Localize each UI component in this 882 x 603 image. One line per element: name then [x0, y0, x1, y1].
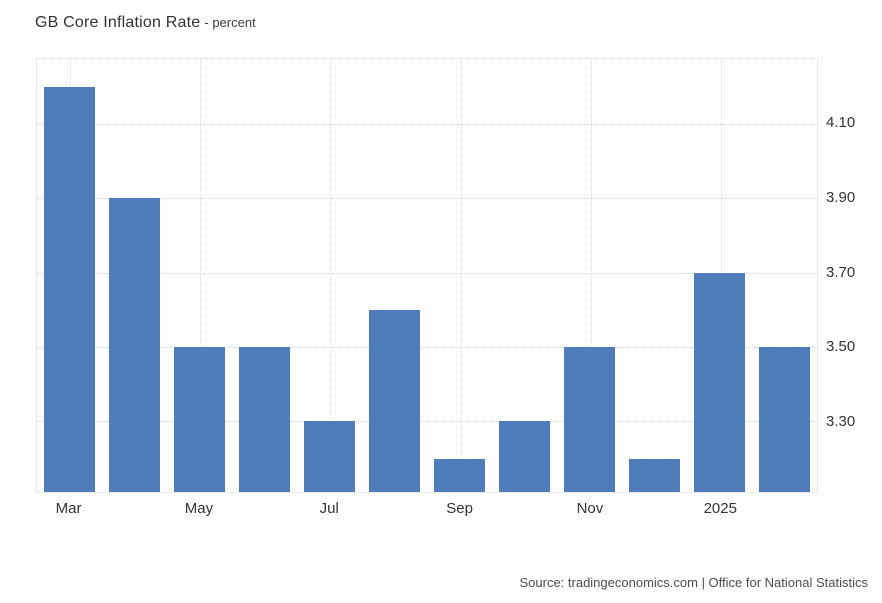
bar-oct-2024[interactable] [499, 421, 550, 492]
bar-slot [752, 59, 817, 492]
y-axis-tick-label: 3.30 [826, 413, 856, 431]
source-text: Source: tradingeconomics.com | Office fo… [519, 575, 868, 590]
y-axis-tick-label: 3.90 [826, 189, 856, 207]
bar-slot [557, 59, 622, 492]
bar-nov-2024[interactable] [564, 347, 615, 492]
bar-slot [362, 59, 427, 492]
bar-slot [427, 59, 492, 492]
gridline-y-4.10 [37, 124, 817, 126]
y-axis-tick-label: 4.10 [826, 114, 856, 132]
bar-slot [297, 59, 362, 492]
bar-may-2024[interactable] [174, 347, 225, 492]
chart-title: GB Core Inflation Rate [35, 14, 201, 31]
bar-slot [687, 59, 752, 492]
bar-dec-2024[interactable] [629, 458, 680, 492]
gridline-x-Nov [590, 59, 592, 492]
gridline-x-Jul [330, 59, 332, 492]
bar-aug-2024[interactable] [369, 309, 420, 492]
bar-feb-2025[interactable] [759, 347, 810, 492]
x-axis-tick-label: Mar [55, 500, 82, 517]
chart-subtitle: - percent [204, 15, 256, 30]
y-axis-tick-label: 3.70 [826, 263, 856, 281]
x-axis-tick-label: Jul [319, 500, 339, 517]
x-axis-tick-label: May [184, 500, 214, 517]
gridline-y-3.90 [37, 198, 817, 200]
x-axis-tick-label: Nov [576, 500, 604, 517]
chart-header: GB Core Inflation Rate - percent [35, 14, 256, 32]
gridline-y-3.70 [37, 272, 817, 274]
bar-jun-2024[interactable] [239, 347, 290, 492]
gridline-y-3.30 [37, 421, 817, 423]
y-axis-tick-label: 3.50 [826, 338, 856, 356]
bar-jan-2025[interactable] [694, 272, 745, 492]
gridline-x-Sep [460, 59, 462, 492]
x-axis-tick-label: 2025 [703, 500, 737, 517]
bar-sep-2024[interactable] [434, 458, 485, 492]
bar-slot [492, 59, 557, 492]
bar-slot [232, 59, 297, 492]
plot-area [36, 58, 818, 493]
bar-slot [37, 59, 102, 492]
bar-slot [167, 59, 232, 492]
bar-mar-2024[interactable] [44, 86, 95, 492]
x-axis-tick-label: Sep [446, 500, 473, 517]
bar-slot [102, 59, 167, 492]
bars-layer [37, 59, 817, 492]
gridline-y-3.50 [37, 347, 817, 349]
bar-apr-2024[interactable] [109, 198, 160, 492]
bar-jul-2024[interactable] [304, 421, 355, 492]
gridline-x-May [199, 59, 201, 492]
bar-slot [622, 59, 687, 492]
